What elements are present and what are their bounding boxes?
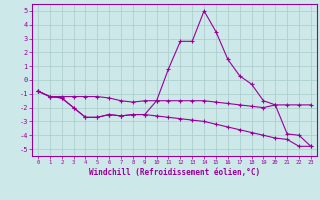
X-axis label: Windchill (Refroidissement éolien,°C): Windchill (Refroidissement éolien,°C) [89, 168, 260, 177]
